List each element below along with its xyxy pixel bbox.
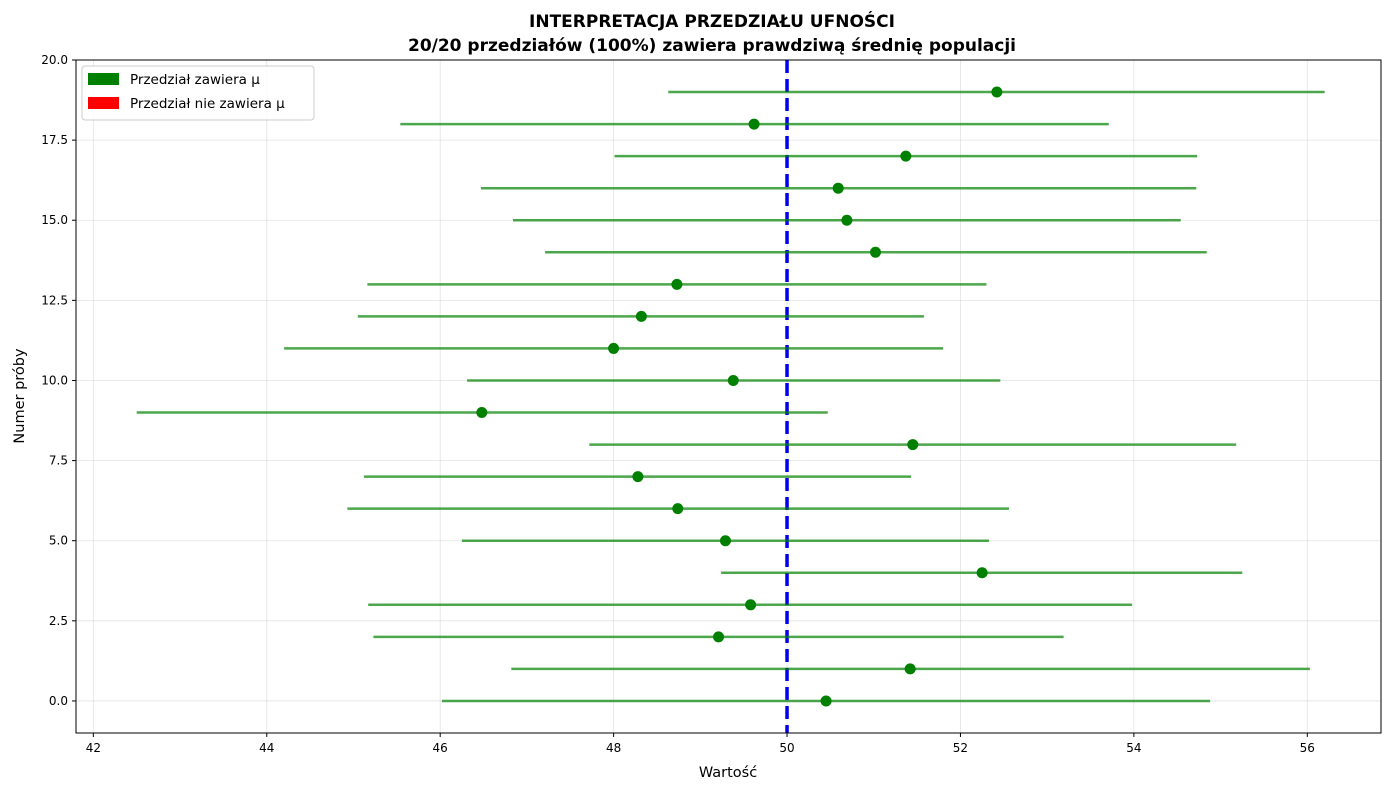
confidence-intervals [136, 86, 1325, 707]
y-tick-label: 7.5 [49, 454, 68, 468]
sample-mean-point [748, 118, 760, 130]
y-tick-label: 2.5 [49, 614, 68, 628]
sample-mean-point [820, 695, 832, 707]
grid [76, 59, 1381, 733]
x-tick-label: 56 [1300, 741, 1315, 755]
chart-title: INTERPRETACJA PRZEDZIAŁU UFNOŚCI [529, 10, 895, 32]
sample-mean-point [869, 246, 881, 258]
legend-swatch-contains [88, 73, 119, 85]
plot-frame [75, 59, 1382, 734]
y-tick-label: 10.0 [41, 373, 68, 387]
x-tick-label: 48 [606, 741, 621, 755]
legend-label-contains: Przedział zawiera μ [130, 72, 260, 88]
y-tick-label: 17.5 [41, 133, 68, 147]
sample-mean-point [904, 663, 916, 675]
y-tick-label: 12.5 [41, 293, 68, 307]
sample-mean-point [713, 631, 725, 643]
y-tick-label: 0.0 [49, 694, 68, 708]
x-axis-label: Wartość [699, 765, 757, 781]
sample-mean-point [991, 86, 1003, 98]
y-tick-label: 5.0 [49, 534, 68, 548]
sample-mean-point [976, 567, 988, 579]
legend: Przedział zawiera μ Przedział nie zawier… [81, 65, 315, 121]
y-axis: 0.0 2.5 5.0 7.5 10.0 12.5 15.0 17.5 20.0 [41, 53, 76, 708]
sample-mean-point [672, 503, 684, 515]
sample-mean-point [608, 342, 620, 354]
legend-label-not-contains: Przedział nie zawiera μ [130, 96, 285, 112]
x-tick-label: 46 [433, 741, 448, 755]
chart-subtitle: 20/20 przedziałów (100%) zawiera prawdzi… [408, 36, 1016, 56]
sample-mean-point [476, 407, 488, 419]
y-tick-label: 15.0 [41, 213, 68, 227]
sample-mean-point [635, 310, 647, 322]
x-axis: 42 44 46 48 50 52 54 56 [86, 733, 1315, 755]
y-axis-label: Numer próby [12, 348, 28, 444]
y-tick-label: 20.0 [41, 53, 68, 67]
x-tick-label: 44 [259, 741, 274, 755]
x-tick-label: 42 [86, 741, 101, 755]
x-tick-label: 50 [779, 741, 794, 755]
legend-swatch-not-contains [88, 97, 119, 109]
sample-mean-point [900, 150, 912, 162]
sample-mean-point [841, 214, 853, 226]
x-tick-label: 52 [953, 741, 968, 755]
sample-mean-point [745, 599, 757, 611]
sample-mean-point [727, 374, 739, 386]
sample-mean-point [671, 278, 683, 290]
x-tick-label: 54 [1126, 741, 1141, 755]
sample-mean-point [907, 439, 919, 451]
sample-mean-point [719, 535, 731, 547]
sample-mean-point [632, 471, 644, 483]
legend-box [81, 65, 315, 121]
sample-mean-point [832, 182, 844, 194]
